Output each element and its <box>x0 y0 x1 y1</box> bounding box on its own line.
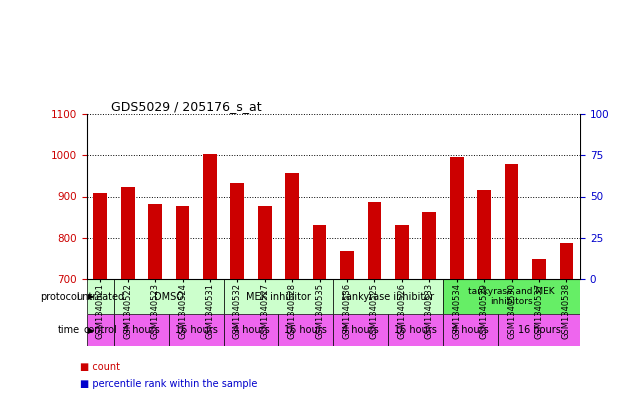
Point <box>534 119 544 125</box>
Point <box>150 116 160 122</box>
Point <box>122 116 133 122</box>
Point <box>178 116 188 122</box>
Bar <box>87 279 114 314</box>
Text: protocol: protocol <box>40 292 80 302</box>
Point <box>369 116 379 122</box>
Text: 16 hours: 16 hours <box>285 325 328 335</box>
Bar <box>313 224 326 279</box>
Point <box>506 116 517 122</box>
Bar <box>333 279 443 314</box>
Text: ▶: ▶ <box>88 292 95 301</box>
Bar <box>224 279 333 314</box>
Bar <box>388 314 443 346</box>
Bar <box>114 279 224 314</box>
Point <box>287 116 297 122</box>
Text: 16 hours: 16 hours <box>175 325 218 335</box>
Bar <box>231 183 244 279</box>
Text: ■ count: ■ count <box>80 362 120 371</box>
Text: 4 hours: 4 hours <box>452 325 489 335</box>
Text: time: time <box>58 325 80 335</box>
Text: DMSO: DMSO <box>154 292 184 302</box>
Bar <box>422 212 436 279</box>
Bar <box>148 204 162 279</box>
Point <box>205 116 215 122</box>
Text: GDS5029 / 205176_s_at: GDS5029 / 205176_s_at <box>112 100 262 113</box>
Text: 4 hours: 4 hours <box>233 325 269 335</box>
Bar <box>367 202 381 279</box>
Point <box>260 118 270 124</box>
Bar <box>87 314 114 346</box>
Text: tankyrase and MEK
inhibitors: tankyrase and MEK inhibitors <box>468 287 555 307</box>
Bar <box>94 193 107 279</box>
Bar <box>450 157 463 279</box>
Point <box>315 119 325 125</box>
Bar <box>224 314 278 346</box>
Text: control: control <box>83 325 117 335</box>
Bar <box>560 243 573 279</box>
Text: MEK inhibitor: MEK inhibitor <box>246 292 311 302</box>
Bar <box>443 279 580 314</box>
Bar <box>278 314 333 346</box>
Text: 4 hours: 4 hours <box>342 325 379 335</box>
Text: 4 hours: 4 hours <box>123 325 160 335</box>
Point <box>95 116 105 122</box>
Bar <box>121 187 135 279</box>
Point <box>232 116 242 122</box>
Text: ■ percentile rank within the sample: ■ percentile rank within the sample <box>80 379 258 389</box>
Text: 16 hours: 16 hours <box>394 325 437 335</box>
Text: 16 hours: 16 hours <box>517 325 560 335</box>
Bar <box>498 314 580 346</box>
Bar <box>169 314 224 346</box>
Point <box>451 116 462 122</box>
Bar <box>340 251 354 279</box>
Bar <box>504 164 519 279</box>
Point <box>342 118 352 124</box>
Bar <box>478 190 491 279</box>
Point <box>562 118 572 124</box>
Text: tankyrase inhibitor: tankyrase inhibitor <box>342 292 434 302</box>
Text: untreated: untreated <box>76 292 124 302</box>
Bar <box>258 206 272 279</box>
Point <box>424 116 435 122</box>
Bar <box>443 314 498 346</box>
Bar <box>176 206 189 279</box>
Bar <box>114 314 169 346</box>
Text: ▶: ▶ <box>88 326 95 334</box>
Bar <box>285 173 299 279</box>
Bar <box>532 259 546 279</box>
Point <box>397 116 407 122</box>
Bar <box>333 314 388 346</box>
Point <box>479 116 489 122</box>
Bar <box>395 225 409 279</box>
Bar <box>203 154 217 279</box>
